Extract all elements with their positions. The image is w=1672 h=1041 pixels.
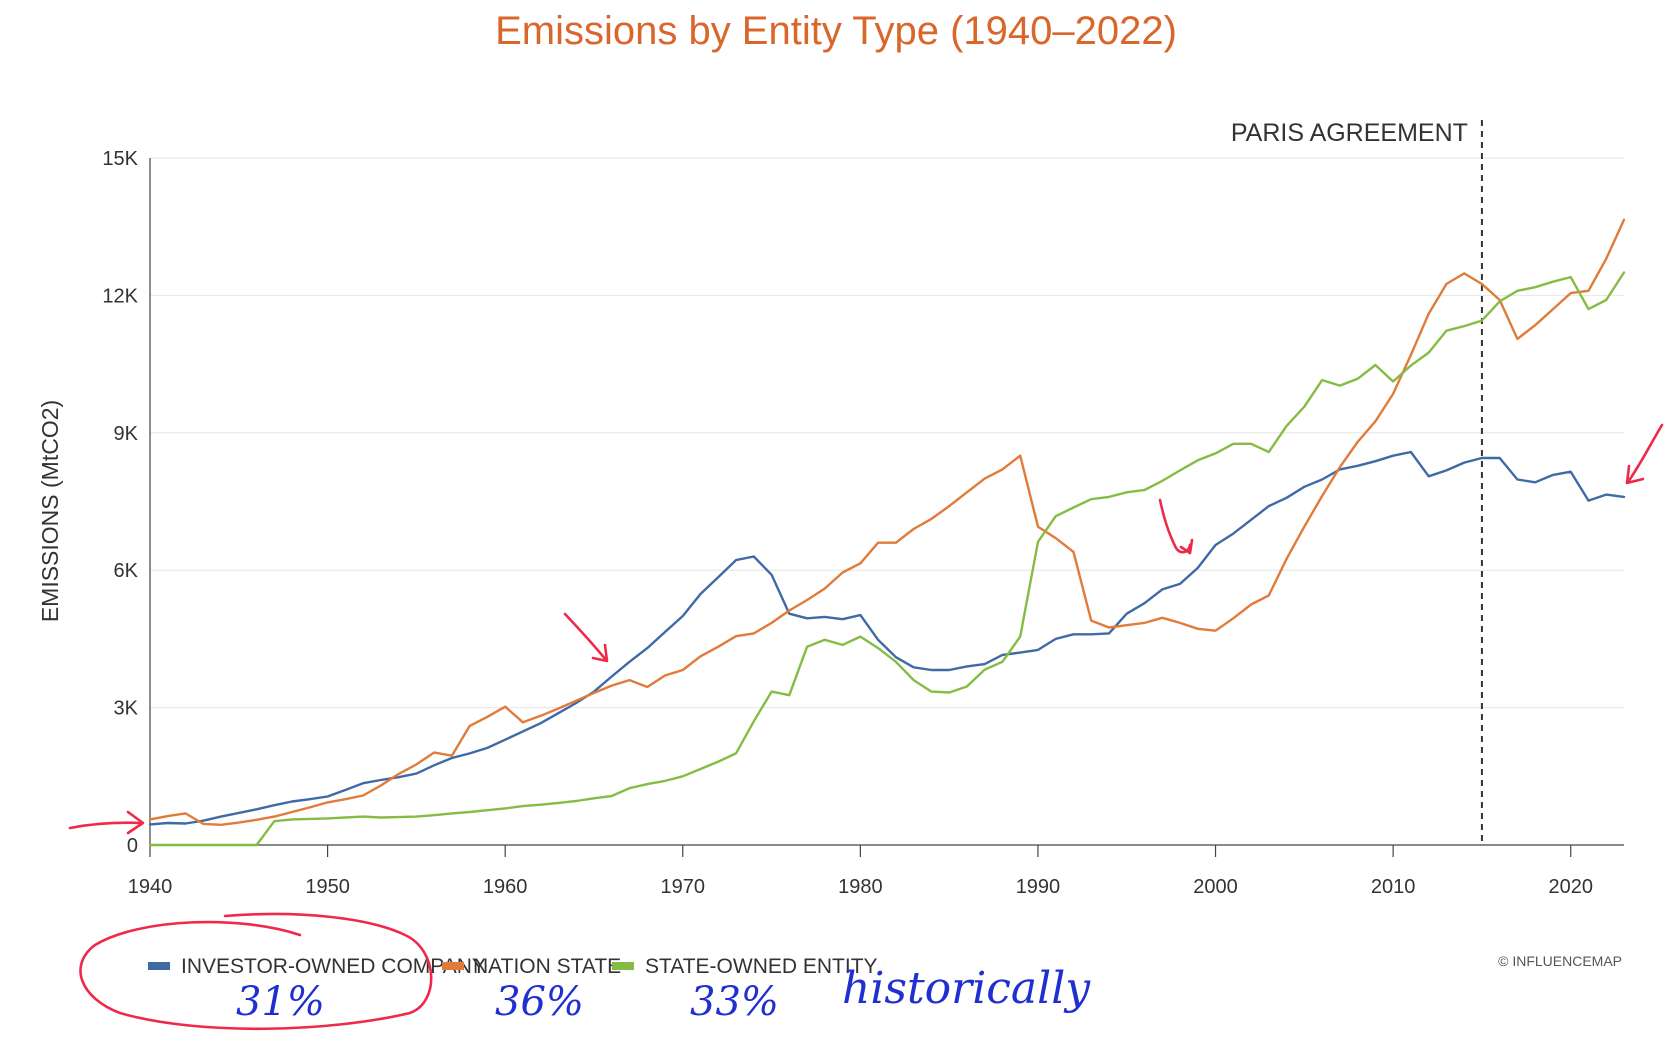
series-line-investor-owned-company [148, 450, 1626, 826]
x-tick-label: 1960 [483, 876, 528, 898]
y-tick-label: 6K [114, 560, 139, 582]
x-tick-label: 1970 [661, 876, 706, 898]
handwritten-investor-pct: 31% [236, 979, 325, 1025]
x-tick-label: 1940 [128, 876, 173, 898]
x-tick-label: 2020 [1548, 876, 1593, 898]
x-tick-label: 1980 [838, 876, 883, 898]
gridlines [150, 157, 1624, 709]
red-arrow-annotation-2022 [1625, 423, 1664, 485]
y-tick-label: 12K [102, 285, 138, 307]
legend-label-investor: INVESTOR-OWNED COMPANY [181, 955, 486, 978]
legend-swatch-investor [148, 962, 170, 970]
paris-agreement-label: PARIS AGREEMENT [1231, 119, 1468, 147]
x-tick-labels: 1940 1950 1960 1970 1980 1990 2000 2010 2020 [128, 845, 1593, 898]
y-tick-label: 9K [114, 423, 139, 445]
series-line-state-owned-entity [148, 271, 1626, 847]
y-tick-labels: 0 3K 6K 9K 12K 15K [102, 148, 138, 857]
x-tick-label: 1990 [1016, 876, 1061, 898]
handwritten-state-pct: 33% [690, 979, 779, 1025]
y-tick-label: 15K [102, 148, 138, 170]
x-tick-label: 2000 [1193, 876, 1238, 898]
handwritten-historically-note: historically [842, 963, 1091, 1014]
y-axis-label: EMISSIONS (MtCO2) [37, 400, 63, 622]
series-line-nation-state [148, 218, 1626, 826]
legend-swatch-state [612, 962, 634, 970]
red-arrow-annotation-1998 [1158, 498, 1194, 555]
legend: INVESTOR-OWNED COMPANY NATION STATE STAT… [148, 955, 878, 978]
chart-title: Emissions by Entity Type (1940–2022) [495, 9, 1177, 53]
credit-text: © INFLUENCEMAP [1498, 953, 1622, 969]
series-lines [148, 218, 1626, 847]
red-arrow-annotation-1940 [68, 810, 145, 835]
x-tick-label: 1950 [305, 876, 350, 898]
legend-swatch-nation [442, 962, 464, 970]
red-arrow-annotation-1965 [563, 612, 609, 663]
legend-label-state: STATE-OWNED ENTITY [645, 955, 878, 978]
y-tick-label: 3K [114, 698, 139, 720]
red-circle-annotation [79, 912, 433, 1031]
legend-label-nation: NATION STATE [473, 955, 621, 978]
y-tick-label: 0 [127, 835, 138, 857]
handwritten-nation-pct: 36% [495, 979, 584, 1025]
handwritten-annotations: 31% 36% 33% historically [68, 423, 1664, 1031]
x-tick-label: 2010 [1371, 876, 1416, 898]
